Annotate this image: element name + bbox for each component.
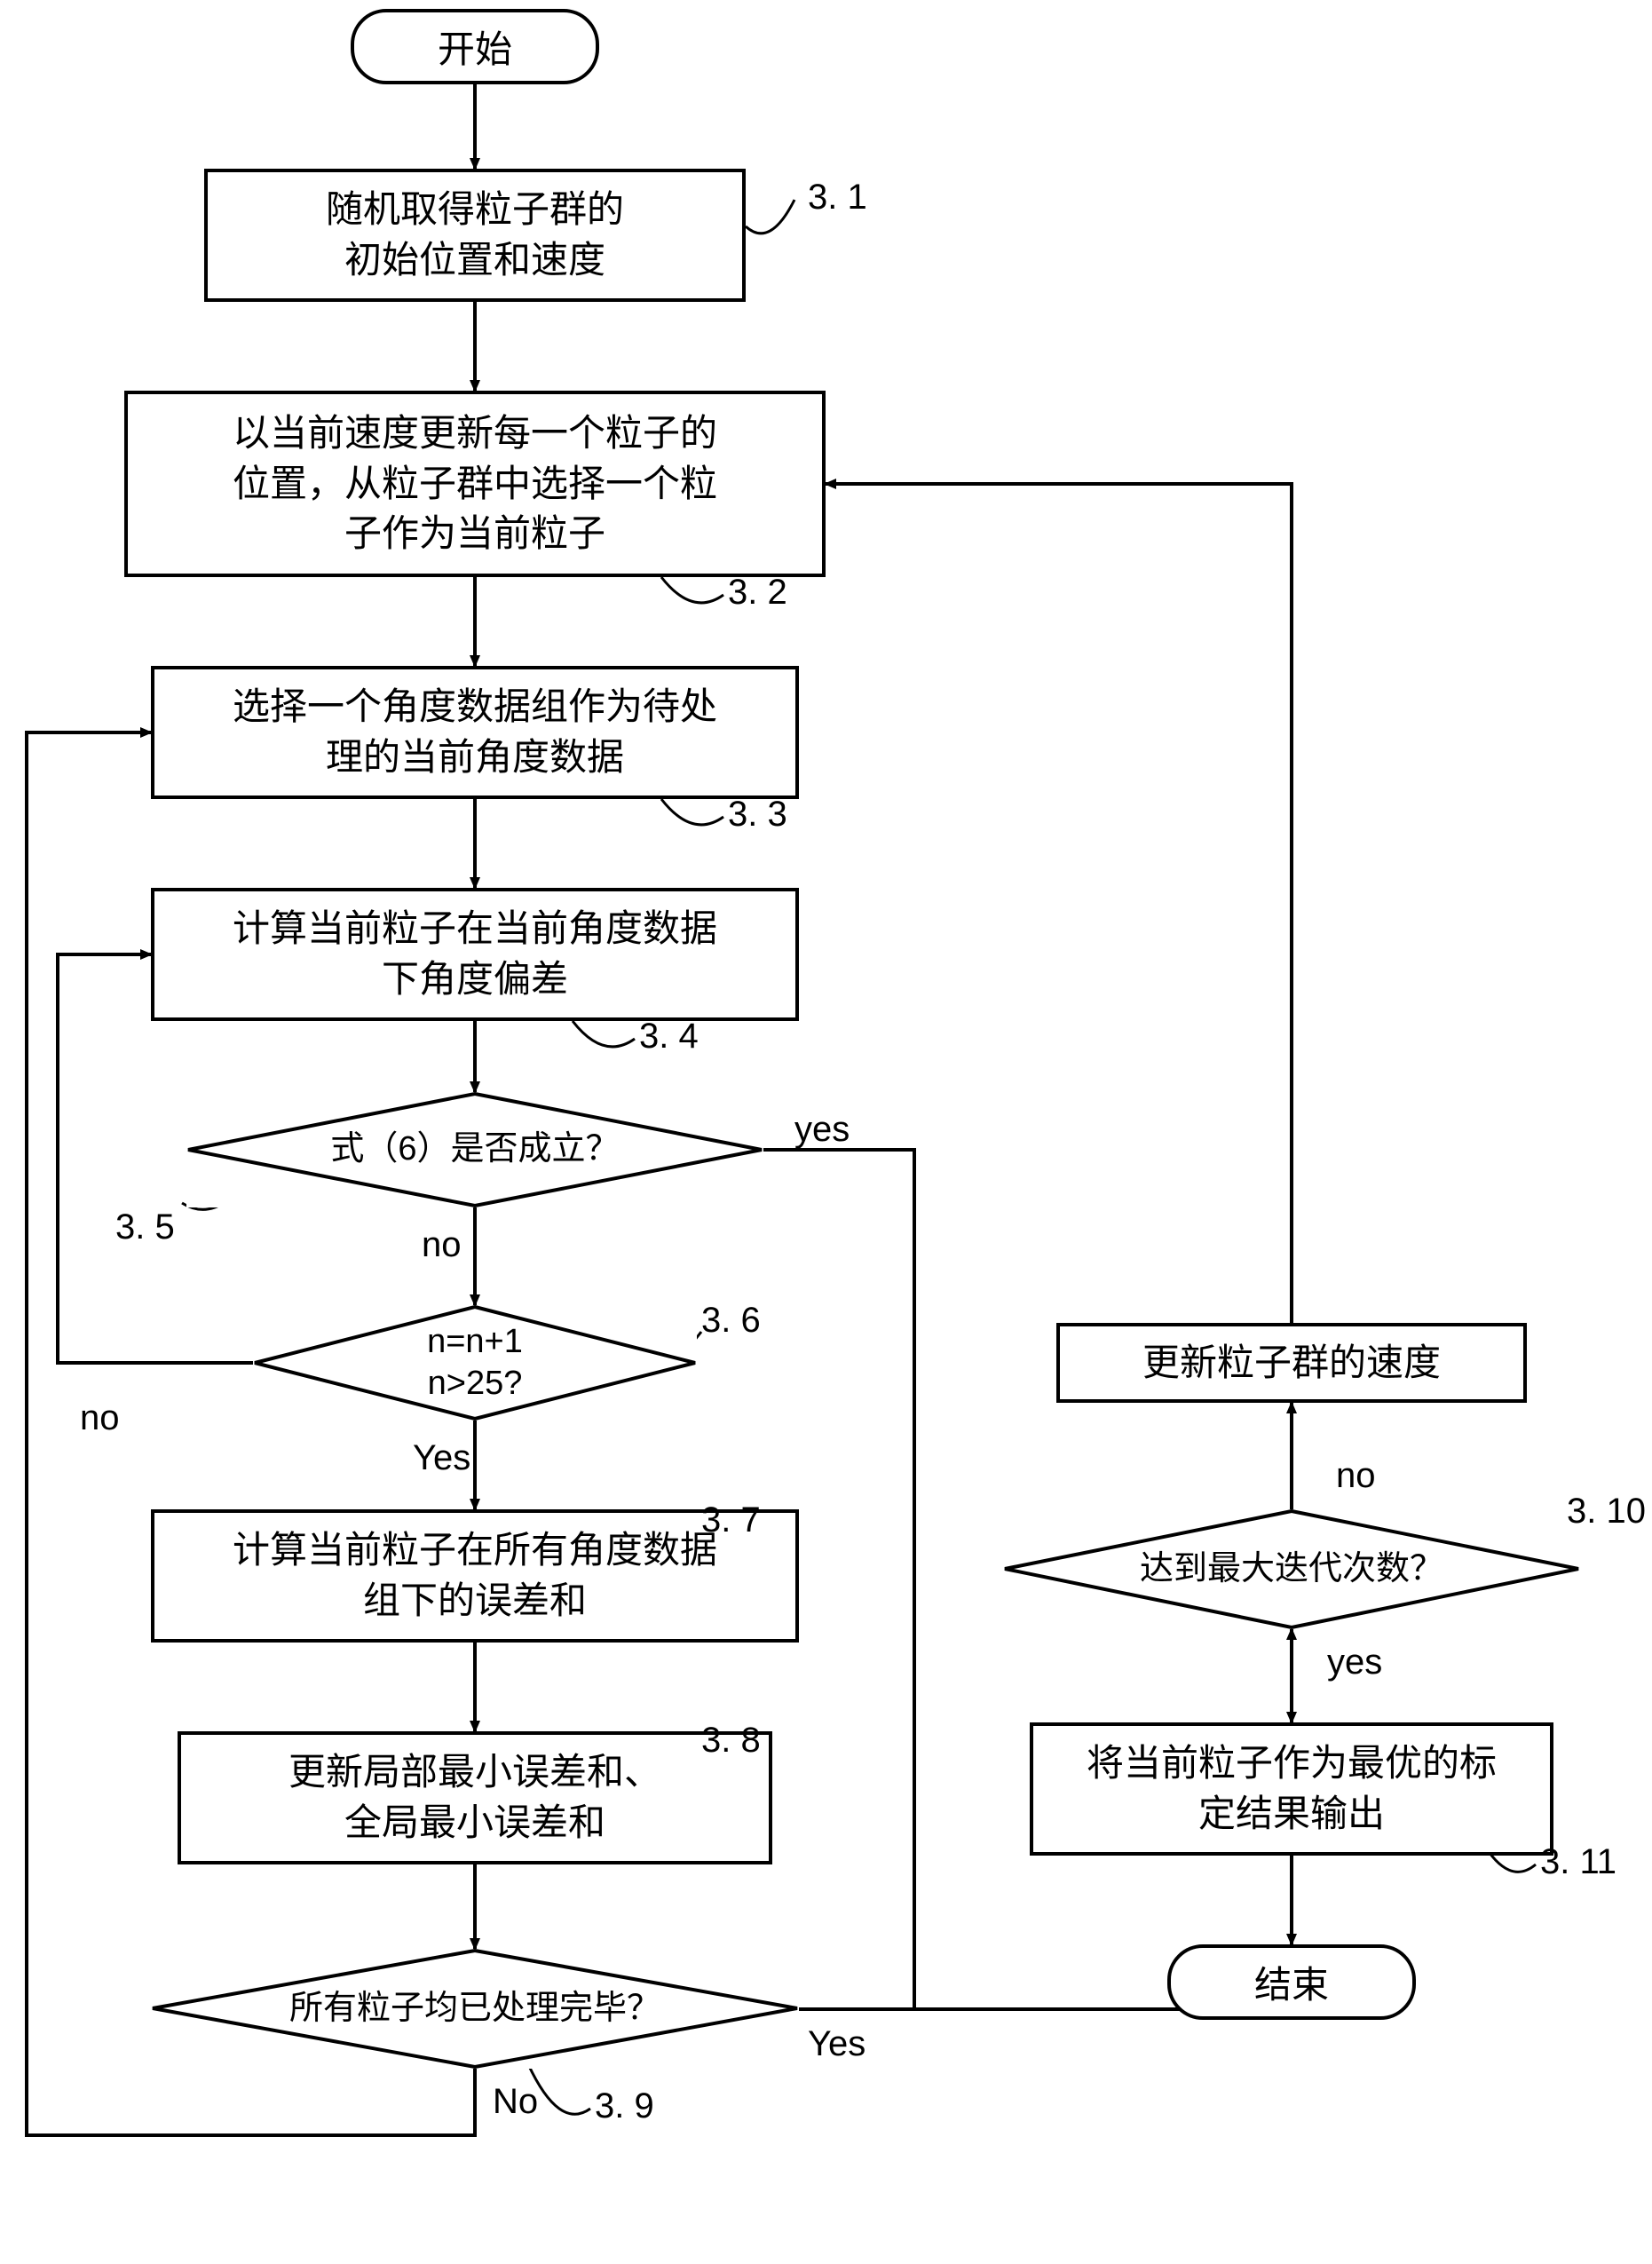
update-velocity-process: 更新粒子群的速度 bbox=[1056, 1323, 1527, 1403]
end-terminator: 结束 bbox=[1167, 1944, 1416, 2020]
update-velocity-text: 更新粒子群的速度 bbox=[1142, 1338, 1441, 1389]
start-terminator: 开始 bbox=[351, 9, 599, 84]
label-3-3: 3. 3 bbox=[728, 795, 787, 835]
label-3-10: 3. 10 bbox=[1567, 1492, 1646, 1532]
label-3-5: 3. 5 bbox=[115, 1207, 175, 1247]
label-3-9: 3. 9 bbox=[595, 2086, 654, 2126]
edge-3-9-no: No bbox=[493, 2082, 538, 2122]
step-3-10-text: 达到最大迭代次数？ bbox=[1140, 1548, 1443, 1591]
step-3-5-decision: 式（6）是否成立？ bbox=[186, 1092, 763, 1207]
step-3-4-text: 计算当前粒子在当前角度数据下角度偏差 bbox=[233, 904, 717, 1004]
step-3-11-process: 将当前粒子作为最优的标定结果输出 bbox=[1030, 1722, 1553, 1856]
flowchart-container: 开始 随机取得粒子群的初始位置和速度 以当前速度更新每一个粒子的位置，从粒子群中… bbox=[0, 0, 1652, 2264]
label-3-1: 3. 1 bbox=[808, 178, 867, 218]
start-label: 开始 bbox=[438, 20, 512, 74]
label-3-7: 3. 7 bbox=[701, 1500, 761, 1540]
step-3-9-text: 所有粒子均已处理完毕？ bbox=[289, 1988, 660, 2030]
label-3-8: 3. 8 bbox=[701, 1721, 761, 1761]
step-3-2-process: 以当前速度更新每一个粒子的位置，从粒子群中选择一个粒子作为当前粒子 bbox=[124, 391, 826, 577]
step-3-6-decision: n=n+1n>25? bbox=[253, 1305, 697, 1421]
edge-3-10-no: no bbox=[1336, 1456, 1376, 1496]
step-3-6-text: n=n+1n>25? bbox=[427, 1321, 523, 1405]
edge-3-9-yes: Yes bbox=[808, 2024, 866, 2064]
step-3-3-text: 选择一个角度数据组作为待处理的当前角度数据 bbox=[233, 682, 717, 782]
end-label: 结束 bbox=[1254, 1955, 1329, 2009]
step-3-4-process: 计算当前粒子在当前角度数据下角度偏差 bbox=[151, 888, 799, 1021]
step-3-1-text: 随机取得粒子群的初始位置和速度 bbox=[326, 185, 624, 285]
label-3-4: 3. 4 bbox=[639, 1017, 699, 1057]
edge-3-10-yes: yes bbox=[1327, 1643, 1382, 1682]
step-3-5-text: 式（6）是否成立？ bbox=[330, 1128, 619, 1171]
step-3-10-decision: 达到最大迭代次数？ bbox=[1003, 1509, 1580, 1629]
label-3-6: 3. 6 bbox=[701, 1301, 761, 1341]
step-3-2-text: 以当前速度更新每一个粒子的位置，从粒子群中选择一个粒子作为当前粒子 bbox=[233, 408, 717, 559]
step-3-9-decision: 所有粒子均已处理完毕？ bbox=[151, 1949, 799, 2069]
edge-3-5-no: no bbox=[422, 1225, 462, 1265]
edge-3-6-no: no bbox=[80, 1398, 120, 1438]
step-3-11-text: 将当前粒子作为最优的标定结果输出 bbox=[1087, 1738, 1497, 1839]
step-3-1-process: 随机取得粒子群的初始位置和速度 bbox=[204, 169, 746, 302]
step-3-3-process: 选择一个角度数据组作为待处理的当前角度数据 bbox=[151, 666, 799, 799]
step-3-8-process: 更新局部最小误差和、全局最小误差和 bbox=[178, 1731, 772, 1864]
step-3-7-text: 计算当前粒子在所有角度数据组下的误差和 bbox=[233, 1525, 717, 1626]
edge-3-5-yes: yes bbox=[794, 1110, 850, 1150]
label-3-2: 3. 2 bbox=[728, 573, 787, 613]
step-3-8-text: 更新局部最小误差和、全局最小误差和 bbox=[289, 1747, 661, 1848]
label-3-11: 3. 11 bbox=[1540, 1842, 1616, 1882]
edge-3-6-yes: Yes bbox=[413, 1438, 470, 1478]
